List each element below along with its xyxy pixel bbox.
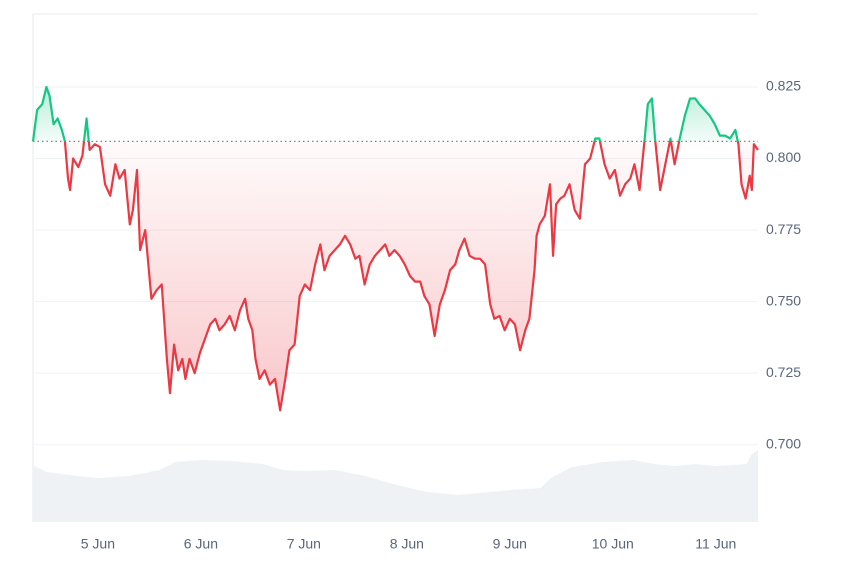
y-tick-label: 0.825 xyxy=(766,78,801,94)
price-line xyxy=(31,85,759,412)
y-tick-label: 0.725 xyxy=(766,364,801,380)
x-tick-label: 6 Jun xyxy=(184,536,218,552)
x-tick-label: 9 Jun xyxy=(493,536,527,552)
volume-area xyxy=(33,450,758,522)
y-tick-label: 0.800 xyxy=(766,149,801,165)
x-tick-label: 10 Jun xyxy=(592,536,634,552)
x-tick-label: 11 Jun xyxy=(695,536,736,552)
y-tick-label: 0.750 xyxy=(766,292,801,308)
y-tick-label: 0.775 xyxy=(766,221,801,237)
x-tick-label: 8 Jun xyxy=(390,536,424,552)
price-area xyxy=(33,86,758,411)
y-tick-label: 0.700 xyxy=(766,435,801,451)
x-tick-label: 7 Jun xyxy=(287,536,321,552)
x-tick-label: 5 Jun xyxy=(81,536,115,552)
